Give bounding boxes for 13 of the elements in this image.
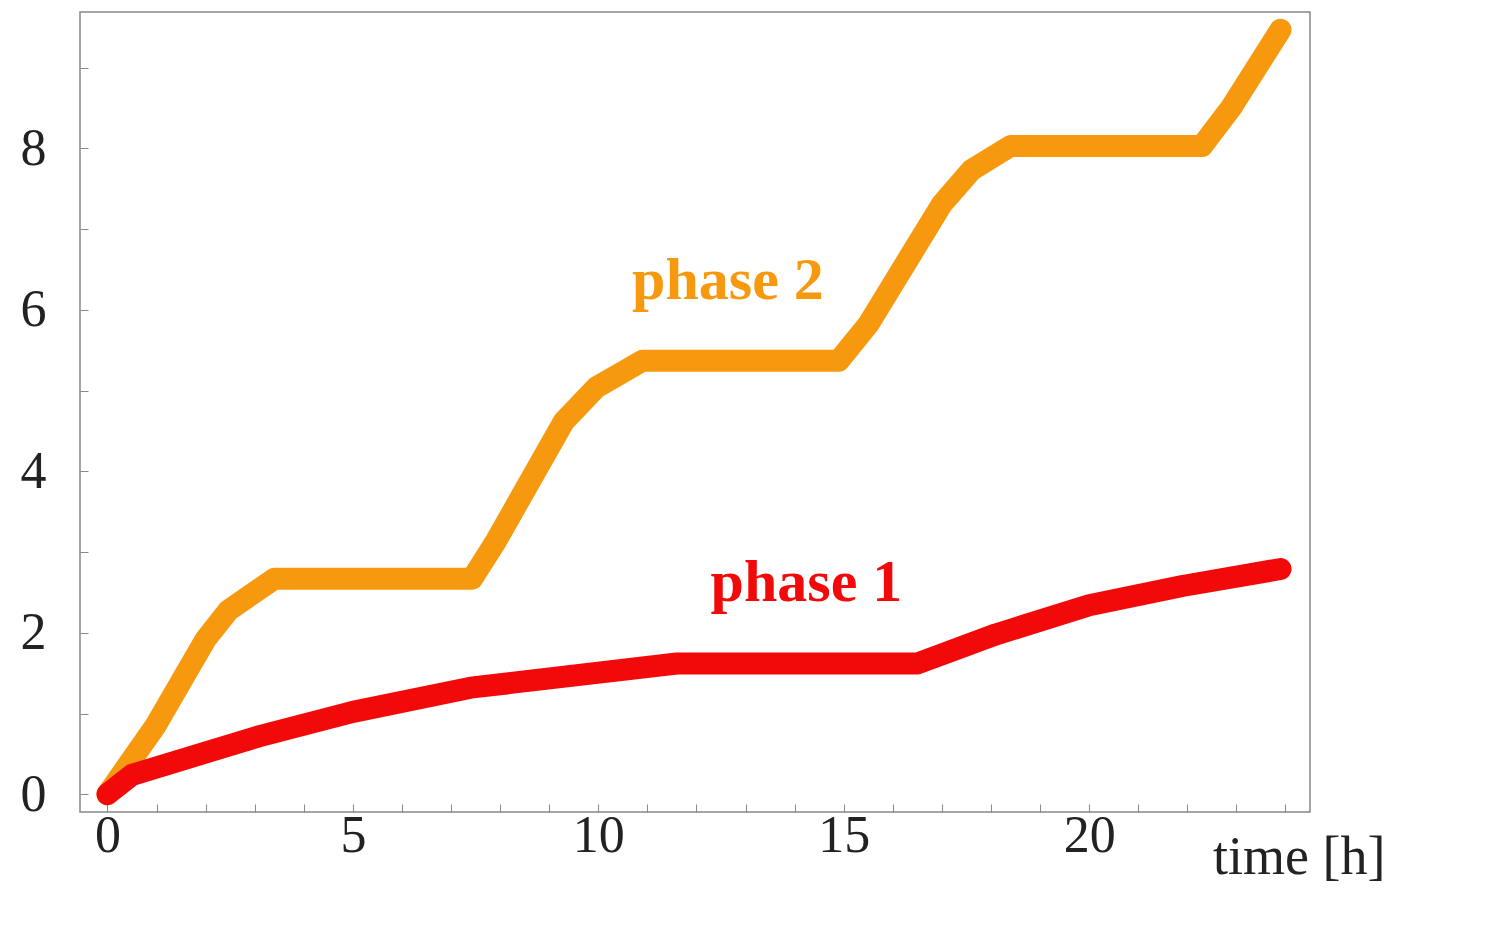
x-axis-title: time [h] xyxy=(1213,825,1386,886)
series-label: phase 1 xyxy=(710,548,903,615)
series-label: phase 2 xyxy=(632,245,824,312)
x-tick-label: 20 xyxy=(1063,805,1116,863)
y-tick-label: 6 xyxy=(20,280,47,338)
x-tick-label: 10 xyxy=(572,805,625,863)
y-tick-label: 0 xyxy=(20,764,47,822)
y-tick-label: 8 xyxy=(20,118,47,176)
y-tick-label: 2 xyxy=(20,603,47,661)
x-tick-label: 15 xyxy=(818,805,871,863)
x-tick-label: 5 xyxy=(340,805,367,863)
x-tick-label: 0 xyxy=(94,805,121,863)
y-tick-label: 4 xyxy=(20,441,47,499)
